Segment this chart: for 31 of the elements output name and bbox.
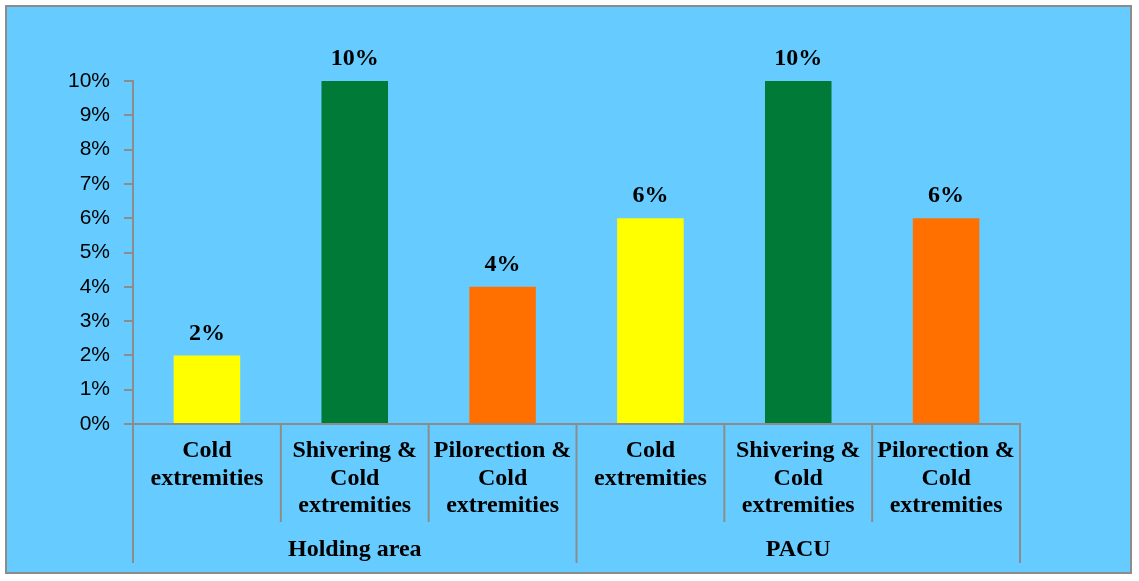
- y-tick-label: 10%: [67, 67, 110, 91]
- x-tick-label: Cold extremities: [150, 436, 264, 490]
- y-tick-label: 6%: [79, 205, 110, 228]
- x-tick-label: Pilorection & Cold extremities: [433, 436, 572, 518]
- y-tick-label: 7%: [79, 170, 110, 194]
- bar: [321, 81, 389, 423]
- text: Holding area: [287, 535, 422, 562]
- bar: [617, 218, 684, 423]
- text: PACU: [765, 535, 831, 562]
- y-tick-label: 4%: [79, 273, 110, 297]
- x-tick-label: Pilorection & Cold extremities: [877, 436, 1015, 518]
- y-tick-label: 9%: [79, 102, 110, 126]
- x-tick-label: Shivering & Cold extremities: [735, 436, 861, 518]
- data-label: 6%: [632, 181, 669, 208]
- x-tick-label: Shivering & Cold extremities: [292, 436, 418, 518]
- bar: [764, 81, 832, 423]
- y-tick-label: 1%: [79, 376, 110, 400]
- bar: [173, 355, 241, 423]
- data-label: 10%: [774, 44, 823, 71]
- y-tick-label: 5%: [79, 239, 110, 263]
- data-label: 4%: [484, 250, 521, 276]
- data-label: 2%: [188, 318, 225, 345]
- data-label: 6%: [928, 181, 965, 208]
- x-tick-label: Cold extremities: [594, 436, 707, 490]
- y-tick-label: 8%: [79, 136, 110, 160]
- y-tick-label: 2%: [79, 342, 110, 366]
- data-label: 10%: [330, 44, 379, 71]
- y-tick-label: 0%: [79, 410, 110, 434]
- bar: [469, 286, 536, 423]
- y-tick-label: 3%: [79, 307, 110, 331]
- bar: [912, 218, 980, 423]
